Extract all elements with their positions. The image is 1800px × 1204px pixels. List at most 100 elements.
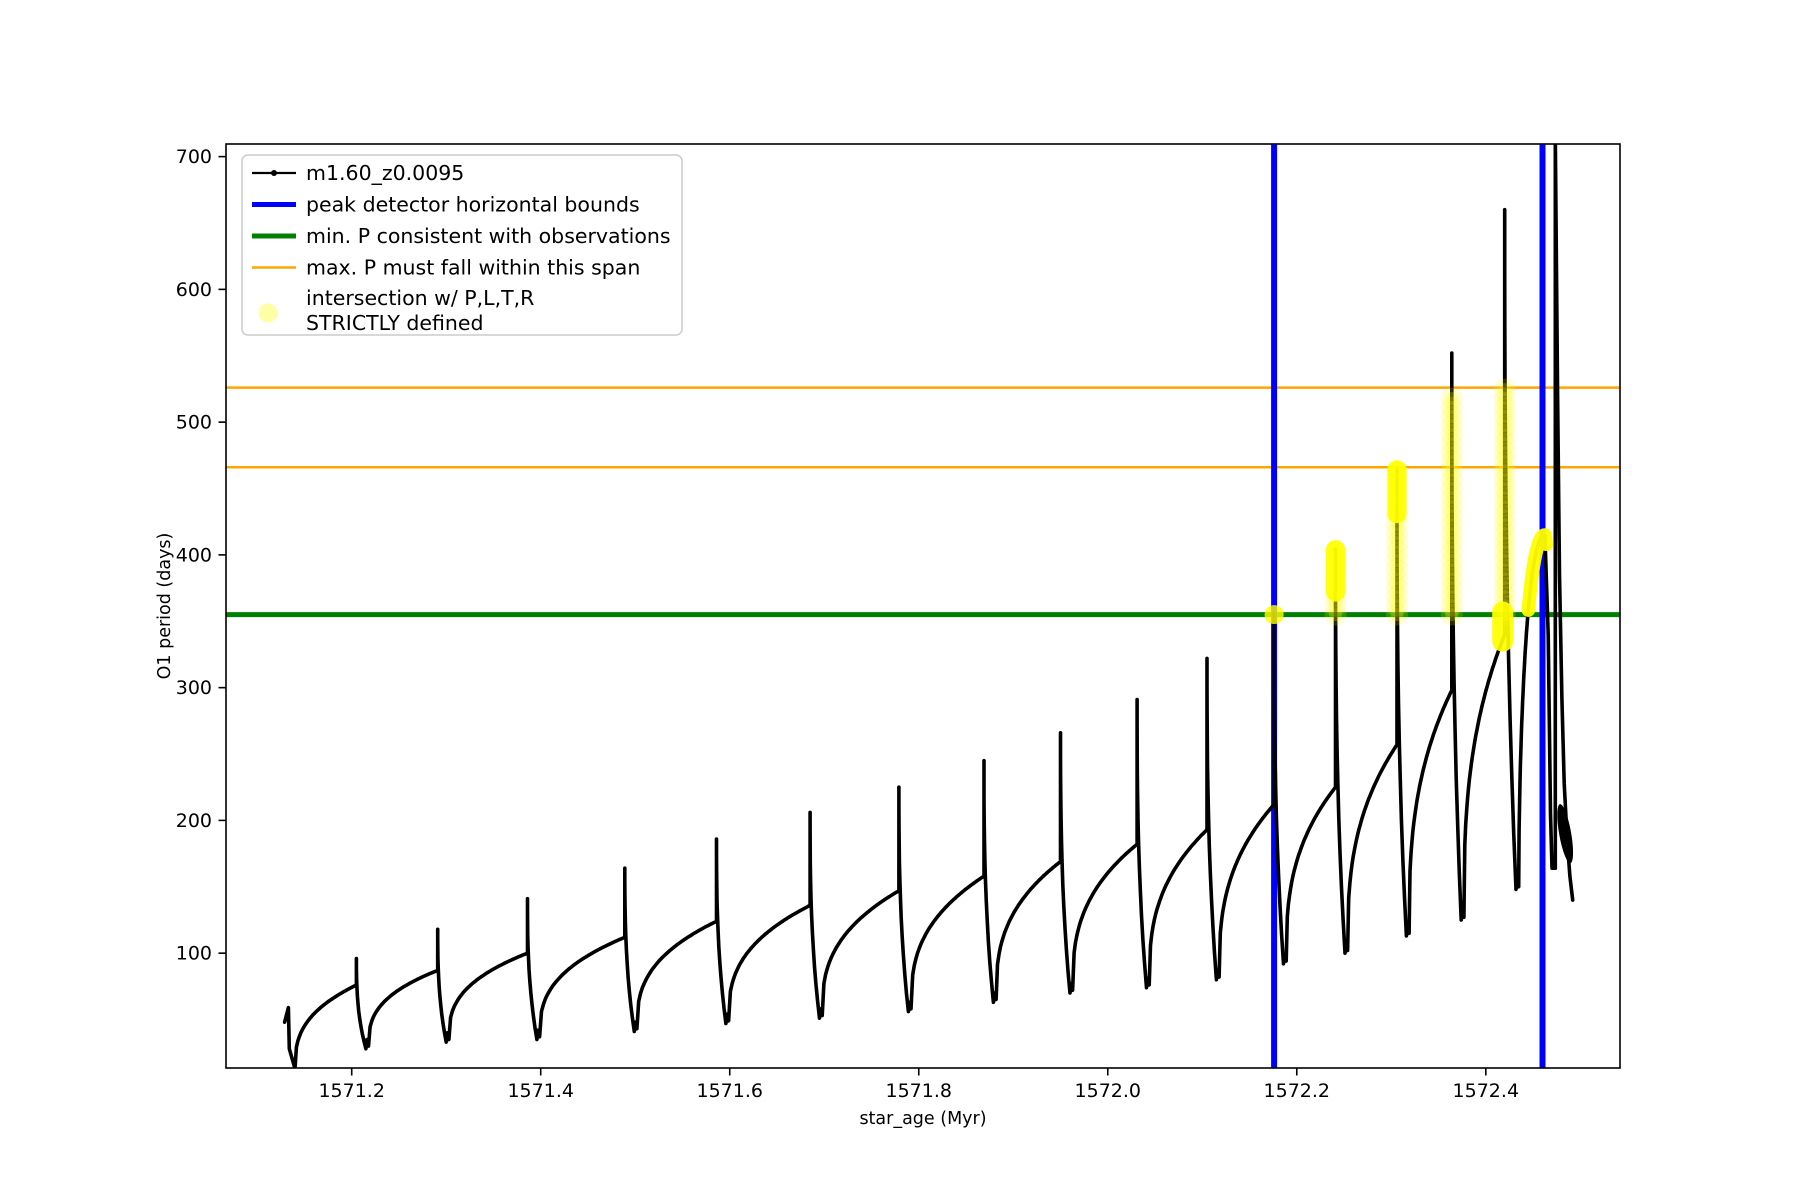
yellow-ring [1440,495,1463,518]
intersection-highlights [1264,378,1554,652]
x-tick-label: 1571.6 [696,1080,762,1102]
legend-entry: m1.60_z0.0095 [252,161,464,186]
yellow-ring [1445,473,1459,487]
yellow-ring [1498,437,1512,451]
yellow-ring [1385,576,1408,599]
x-tick-label: 1571.8 [886,1080,952,1102]
yellow-ring [1385,567,1408,590]
yellow-ring [1493,441,1516,464]
yellow-ring [1385,558,1408,581]
yellow-ring [1440,567,1463,590]
yellow-ring [1445,518,1459,532]
yellow-ring [1493,459,1516,482]
yellow-ring [1498,482,1512,496]
yellow-ring [1440,396,1463,419]
yellow-ring [1390,554,1404,568]
yellow-ring [1324,603,1347,626]
yellow-ring [1324,594,1347,617]
yellow-ring [1445,509,1459,523]
yellow-ring [1440,441,1463,464]
yellow-ring [1445,491,1459,505]
yellow-ring [1445,428,1459,442]
yellow-ring [1440,549,1463,572]
yellow-ring [1498,428,1512,442]
yellow-ring [1493,549,1516,572]
x-tick-label: 1572.4 [1453,1080,1519,1102]
yellow-ring [1445,545,1459,559]
x-axis-label: star_age (Myr) [859,1109,986,1129]
yellow-ring [1445,581,1459,595]
yellow-ring [1498,518,1512,532]
yellow-ring [1493,477,1516,500]
yellow-ring [1498,581,1512,595]
yellow-ring [1385,522,1408,545]
yellow-ring [1445,500,1459,514]
series-dense-tail [1557,804,1574,864]
yellow-ring [1498,572,1512,586]
yellow-ring [1440,522,1463,545]
yellow-ring [1493,531,1516,554]
yellow-ring [1498,491,1512,505]
x-tick-label: 1571.2 [318,1080,384,1102]
x-tick-label: 1572.0 [1075,1080,1141,1102]
yellow-ring [1445,563,1459,577]
legend-swatch-marker [271,170,277,176]
y-tick-label: 300 [176,677,212,699]
yellow-ring [1385,594,1408,617]
legend-entry: min. P consistent with observations [252,224,671,248]
yellow-ring [1440,468,1463,491]
yellow-ring [1498,392,1512,406]
axis-ticks: 1571.2 1571.4 1571.6 1571.8 1572.0 1572.2 1572… [176,146,1519,1102]
yellow-ring [1493,414,1516,437]
yellow-ring [1390,599,1404,613]
legend-label: m1.60_z0.0095 [306,161,464,186]
yellow-ring [1445,482,1459,496]
yellow-ring [1498,464,1512,478]
yellow-ring [1493,378,1516,401]
legend-swatch [258,303,278,323]
yellow-ring [1493,522,1516,545]
yellow-ring [1440,486,1463,509]
yellow-ring [1329,599,1343,613]
y-tick-label: 500 [176,412,212,434]
yellow-ring [1493,423,1516,446]
yellow-ring [1498,473,1512,487]
series-m160-z00095 [282,144,1575,1068]
yellow-ring [1440,423,1463,446]
yellow-ring [1440,432,1463,455]
series-path [282,144,1575,1068]
yellow-ring [1445,599,1459,613]
legend-label: peak detector horizontal bounds [306,193,640,217]
yellow-ring [1390,545,1404,559]
yellow-ring [1445,401,1459,415]
yellow-ring [1498,554,1512,568]
yellow-ring [1493,513,1516,536]
yellow-ring [1493,486,1516,509]
yellow-ring [1445,554,1459,568]
yellow-ring [1498,527,1512,541]
x-tick-label: 1572.2 [1264,1080,1330,1102]
yellow-ring [1498,419,1512,433]
yellow-ring [1440,513,1463,536]
yellow-ring [1445,590,1459,604]
yellow-ring [1440,576,1463,599]
yellow-ring [1390,572,1404,586]
y-tick-label: 400 [176,544,212,566]
yellow-ring [1493,504,1516,527]
yellow-ring [1493,396,1516,419]
yellow-ring [1440,558,1463,581]
yellow-ring [1390,608,1404,622]
yellow-ring [1445,527,1459,541]
yellow-ring [1390,527,1404,541]
yellow-ring [1498,563,1512,577]
yellow-ring [1385,549,1408,572]
x-tick-label: 1571.4 [507,1080,573,1102]
yellow-ring [1440,540,1463,563]
yellow-ring [1498,509,1512,523]
legend-label: STRICTLY defined [306,311,484,335]
yellow-ring [1390,590,1404,604]
yellow-ring [1390,536,1404,550]
